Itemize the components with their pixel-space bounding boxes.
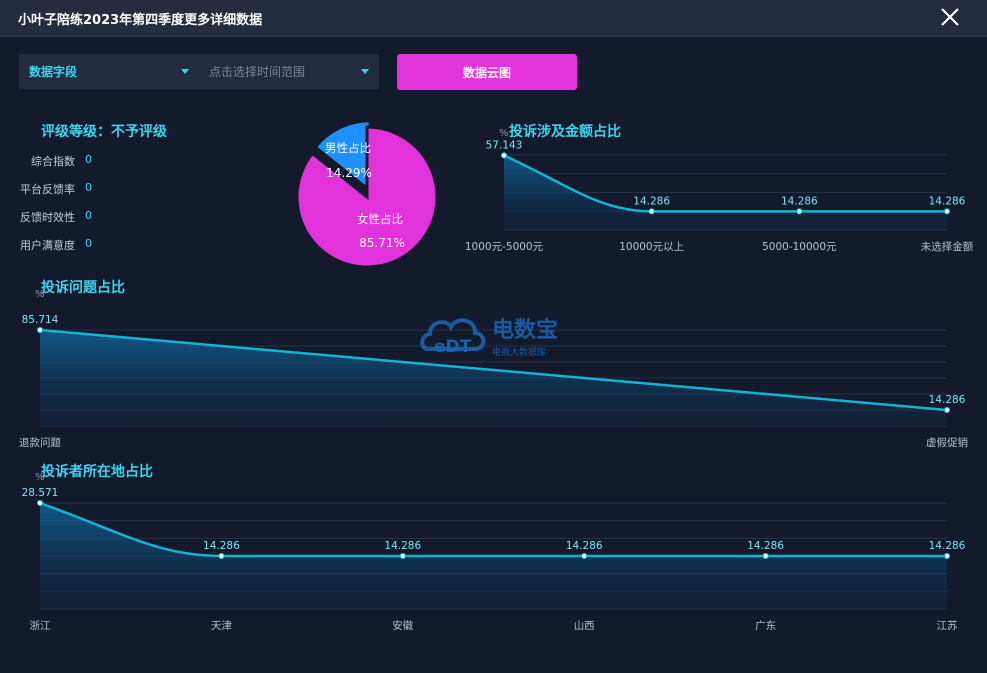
watermark-sub-text: 电商大数据库	[492, 346, 546, 358]
metric-label: 用户满意度	[20, 239, 75, 252]
gender-pie-chart: 男性占比 14.29% 女性占比 85.71%	[295, 120, 439, 269]
time-range-select[interactable]: 点击选择时间范围	[199, 54, 379, 89]
data-point[interactable]	[581, 552, 588, 560]
chevron-down-icon	[361, 69, 369, 74]
data-point[interactable]	[762, 552, 769, 560]
x-tick-label: 广东	[755, 619, 776, 630]
series-line	[39, 501, 947, 558]
metric-value: 0	[85, 237, 92, 250]
edt-watermark-logo: eDT 电数宝 电商大数据库	[420, 317, 558, 358]
data-label: 85.714	[22, 314, 59, 326]
pie-label-female: 女性占比	[357, 212, 403, 226]
chevron-down-icon	[181, 69, 189, 74]
pie-label-male: 男性占比	[325, 141, 371, 155]
metric-label: 平台反馈率	[20, 183, 75, 196]
x-tick-label: 浙江	[30, 620, 51, 630]
data-point[interactable]	[218, 552, 225, 560]
location-chart-unit: %	[35, 472, 45, 483]
data-label: 14.286	[781, 195, 818, 207]
amount-chart-title: 投诉涉及金额占比	[509, 124, 621, 140]
data-point[interactable]	[796, 208, 803, 215]
data-point[interactable]	[943, 406, 951, 414]
watermark-logo-text: eDT	[434, 337, 472, 357]
data-label: 28.571	[22, 487, 59, 499]
amount-area-chart: 57.143 1000元-5000元 14.286 10000元以上 14.286 500…	[465, 139, 974, 253]
data-cloud-button[interactable]: 数据云图	[397, 54, 577, 90]
data-label: 14.286	[566, 540, 603, 552]
x-tick-label: 虚假促销	[926, 436, 968, 449]
x-tick-label: 安徽	[392, 619, 413, 630]
data-label: 14.286	[929, 195, 966, 207]
data-label: 57.143	[486, 139, 523, 151]
series-line	[39, 328, 948, 412]
x-tick-label: 山西	[574, 620, 595, 630]
pie-slice[interactable]	[313, 120, 372, 194]
data-point[interactable]	[36, 326, 44, 334]
data-point[interactable]	[399, 552, 406, 560]
location-chart-title: 投诉者所在地占比	[41, 464, 153, 480]
cloud-icon	[420, 318, 486, 351]
x-tick-label: 退款问题	[19, 436, 61, 449]
watermark-main-text: 电数宝	[492, 317, 558, 343]
x-tick-label: 5000-10000元	[762, 241, 837, 253]
data-label: 14.286	[929, 394, 966, 406]
time-range-placeholder: 点击选择时间范围	[209, 65, 306, 79]
metric-label: 综合指数	[31, 155, 75, 168]
data-point[interactable]	[943, 208, 951, 215]
data-point[interactable]	[500, 152, 508, 159]
data-point[interactable]	[36, 499, 44, 507]
issue-chart-title: 投诉问题占比	[41, 280, 125, 296]
metric-label: 反馈时效性	[20, 211, 75, 224]
pie-slice[interactable]	[295, 125, 439, 269]
metric-value: 0	[85, 153, 92, 166]
metric-value: 0	[85, 181, 92, 194]
pie-value-female: 85.71%	[359, 236, 405, 250]
data-label: 14.286	[747, 540, 784, 552]
data-field-select-value: 数据字段	[29, 65, 78, 79]
data-point[interactable]	[648, 208, 655, 215]
pie-value-male: 14.29%	[326, 166, 372, 180]
data-point[interactable]	[943, 552, 951, 560]
location-area-chart: 28.571 浙江 14.286 天津 14.286 安徽 14.286 山西 14.286 广东…	[22, 487, 966, 630]
window-title: 小叶子陪练2023年第四季度更多详细数据	[18, 13, 263, 28]
metric-value: 0	[85, 209, 92, 222]
x-tick-label: 10000元以上	[619, 241, 684, 253]
x-tick-label: 1000元-5000元	[465, 241, 544, 253]
data-field-select[interactable]: 数据字段	[19, 54, 199, 89]
close-icon[interactable]	[939, 6, 961, 28]
title-bar: 小叶子陪练2023年第四季度更多详细数据	[0, 0, 987, 37]
data-label: 14.286	[203, 540, 240, 552]
data-label: 14.286	[633, 195, 670, 207]
x-tick-label: 江苏	[937, 619, 958, 630]
x-tick-label: 未选择金额	[921, 240, 974, 253]
x-tick-label: 天津	[211, 620, 232, 630]
amount-chart-unit: %	[499, 128, 509, 139]
data-label: 14.286	[384, 540, 421, 552]
series-area	[40, 330, 947, 426]
issue-area-chart: 85.714 退款问题 14.286 虚假促销	[19, 314, 968, 449]
data-label: 14.286	[929, 540, 966, 552]
rating-title: 评级等级：不予评级	[41, 124, 167, 140]
issue-chart-unit: %	[35, 289, 45, 300]
